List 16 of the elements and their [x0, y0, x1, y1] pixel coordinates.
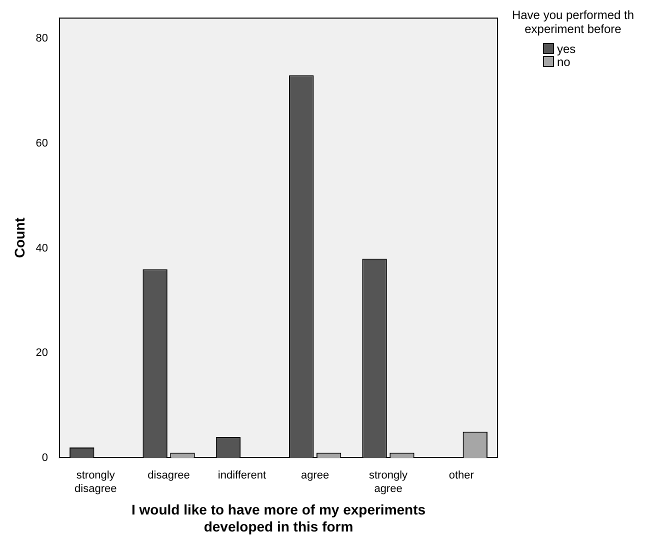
legend-label: yes: [557, 42, 576, 56]
legend-title: Have you performed th experiment before: [510, 8, 636, 36]
x-tick-label: strongly agree: [368, 470, 408, 495]
y-tick-label: 40: [36, 242, 48, 254]
y-axis-title: Count: [11, 217, 28, 258]
x-tick-label: strongly disagree: [74, 470, 117, 495]
x-tick-label: other: [448, 470, 474, 482]
x-tick-label: agree: [301, 470, 330, 482]
legend-label: no: [557, 54, 570, 68]
y-tick-label: 60: [36, 137, 48, 150]
y-tick-label: 20: [36, 347, 48, 360]
x-axis-title: I would like to have more of my experiments developed in this form: [131, 502, 426, 534]
y-tick-label: 80: [36, 32, 48, 45]
y-tick-label: 0: [42, 452, 48, 464]
x-tick-label: disagree: [148, 470, 190, 482]
x-tick-label: indifferent: [218, 470, 266, 482]
